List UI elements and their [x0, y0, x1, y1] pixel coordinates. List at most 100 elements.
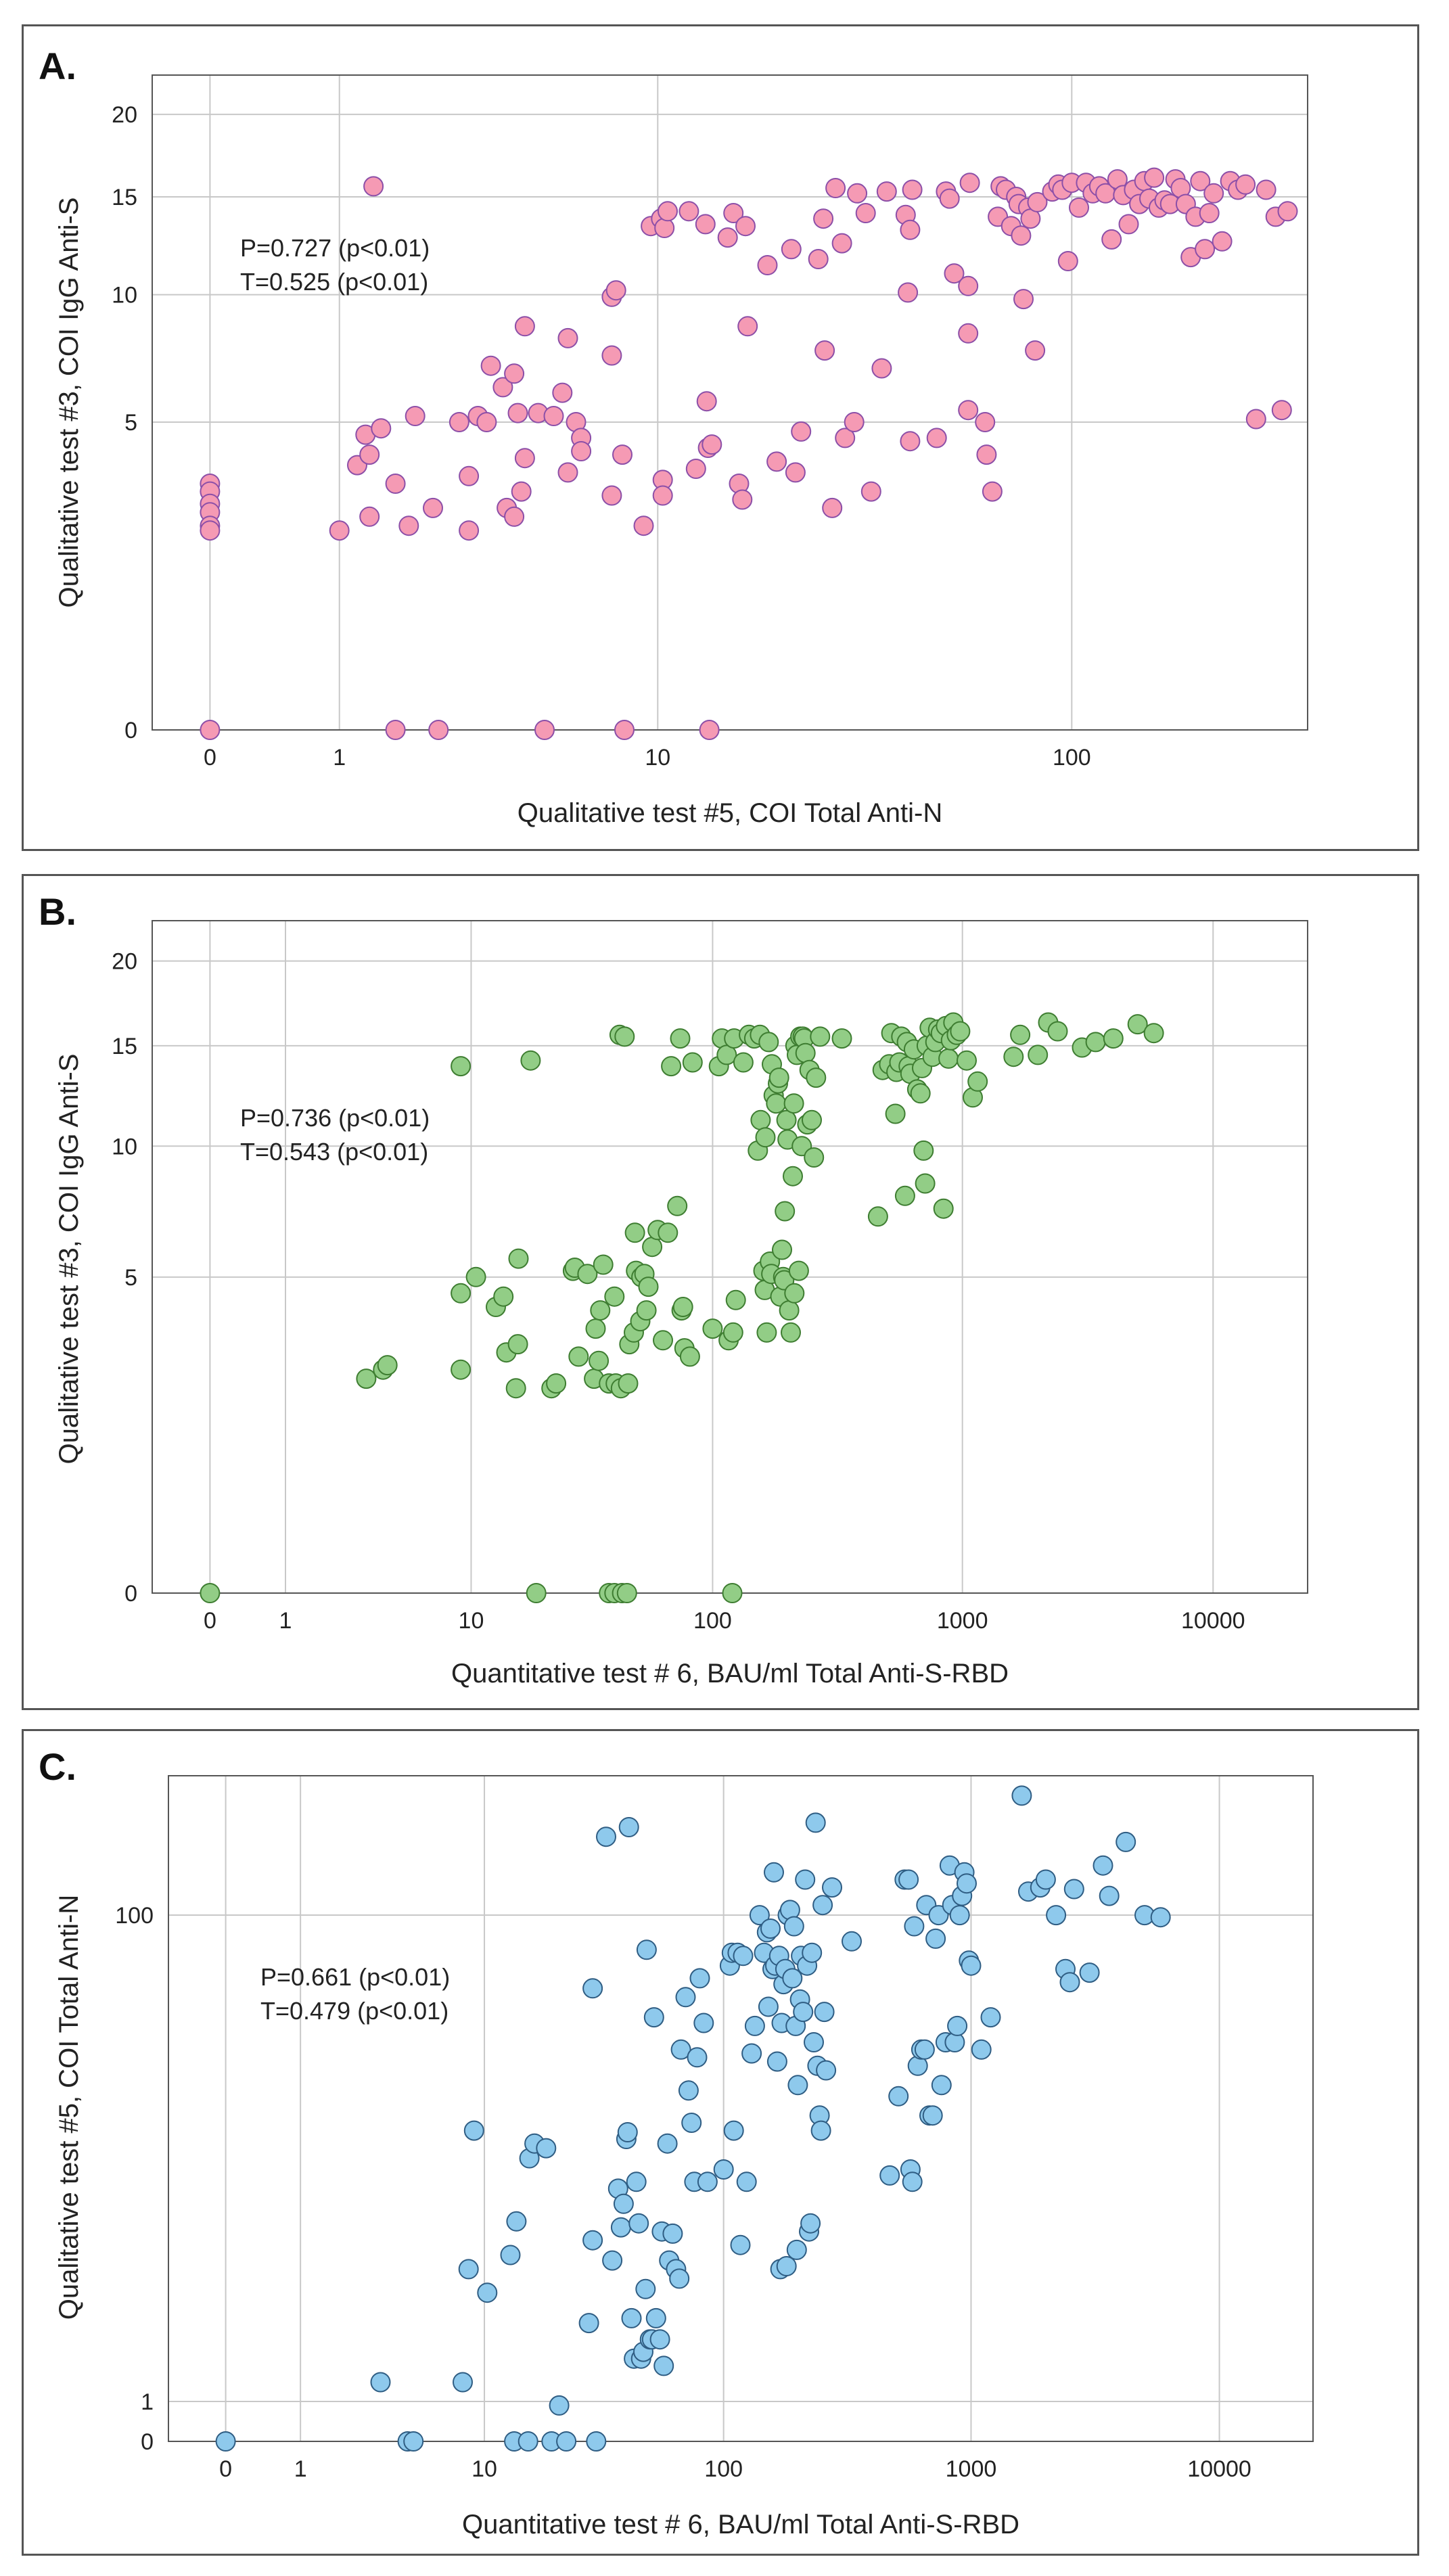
data-point [493, 1286, 514, 1307]
x-tick-label: 1 [333, 745, 346, 770]
data-point [506, 2211, 527, 2232]
panel-c: 0 1 10 100 1000 10000 0 1 100 P=0.661 (p<0.01) T=0… [22, 1729, 1419, 2556]
data-point [687, 2047, 708, 2068]
data-point [329, 520, 350, 541]
data-point [689, 1968, 710, 1989]
y-tick-label: 10 [112, 1134, 137, 1159]
data-point [1063, 1879, 1084, 1900]
data-point [697, 2171, 718, 2192]
data-point [967, 1071, 988, 1092]
data-point [465, 1266, 486, 1287]
data-point [786, 2239, 807, 2260]
data-point [359, 444, 380, 465]
data-point [670, 2039, 691, 2060]
data-point [520, 1050, 541, 1071]
data-point [744, 2015, 765, 2036]
data-point [534, 720, 555, 740]
data-point [633, 515, 654, 536]
data-point [804, 2032, 824, 2052]
data-point [1190, 170, 1211, 191]
data-point [756, 1322, 777, 1343]
data-point [713, 2159, 734, 2180]
data-point [1101, 229, 1122, 250]
data-point [732, 489, 753, 510]
panel-label: A. [39, 45, 76, 87]
data-point [802, 1109, 822, 1130]
data-point [804, 1147, 825, 1168]
data-point [1011, 1785, 1032, 1806]
x-tick-label: 100 [693, 1608, 732, 1634]
data-point [582, 2230, 603, 2251]
data-point [593, 1254, 614, 1275]
data-point [453, 2372, 473, 2393]
data-point [636, 1939, 657, 1960]
panel-c-chart: 0 1 10 100 1000 10000 0 1 100 P=0.661 (p<0.01) T=0… [39, 1745, 1314, 2539]
data-point [1203, 183, 1224, 204]
data-point [693, 2013, 714, 2033]
x-tick-label: 0 [204, 1608, 216, 1634]
data-point [910, 1083, 931, 1104]
y-tick-label: 20 [112, 949, 137, 975]
data-point [679, 1346, 700, 1367]
data-point [505, 1378, 526, 1399]
data-point [959, 172, 980, 193]
data-point [737, 316, 758, 337]
data-point [800, 2213, 821, 2234]
data-point [1127, 1014, 1148, 1035]
data-point [814, 2002, 835, 2023]
data-point [795, 1042, 816, 1063]
y-tick-label: 10 [112, 283, 137, 308]
data-point [370, 2372, 391, 2393]
x-tick-label: 0 [219, 2456, 232, 2482]
data-point [772, 1239, 792, 1260]
data-point [585, 1318, 606, 1339]
data-point [557, 462, 578, 483]
data-point [717, 227, 738, 248]
data-point [507, 1334, 528, 1355]
data-point [459, 520, 480, 541]
data-point [601, 485, 622, 506]
data-point [1025, 340, 1046, 361]
data-point [702, 434, 722, 455]
data-point [549, 2395, 570, 2416]
data-point [758, 1996, 779, 2017]
y-tick-label: 0 [124, 718, 137, 743]
data-point [589, 1350, 610, 1371]
data-point [356, 1368, 377, 1389]
data-point [621, 2307, 642, 2328]
data-point [925, 1928, 946, 1949]
correlation-annotation: T=0.479 (p<0.01) [260, 1997, 448, 2025]
data-point [749, 1905, 770, 1926]
data-point [480, 355, 501, 376]
data-point [831, 1028, 852, 1049]
data-point [601, 345, 622, 366]
data-point [1027, 191, 1048, 212]
data-point [463, 2120, 484, 2141]
data-point [577, 1264, 598, 1285]
data-point [363, 176, 384, 197]
data-point [215, 2431, 236, 2452]
data-point [617, 2122, 638, 2142]
data-point [546, 1373, 567, 1394]
data-point [750, 1109, 771, 1130]
data-point [758, 1032, 779, 1053]
data-point [766, 1093, 787, 1114]
data-point [377, 1355, 398, 1376]
data-point [822, 1877, 842, 1898]
data-point [733, 1052, 754, 1073]
y-tick-label: 5 [124, 410, 137, 436]
data-point [1003, 1046, 1024, 1067]
plot-frame [152, 74, 1308, 731]
data-point [514, 316, 535, 337]
data-point [658, 1222, 678, 1243]
data-point [783, 1916, 804, 1937]
data-point [900, 431, 921, 452]
data-point [1195, 239, 1216, 260]
data-point [654, 218, 675, 238]
data-point [371, 418, 392, 439]
data-point [947, 2015, 968, 2036]
data-point [949, 1905, 970, 1926]
x-tick-label: 10 [472, 2456, 497, 2482]
data-point [781, 239, 802, 260]
data-point [722, 1583, 743, 1603]
